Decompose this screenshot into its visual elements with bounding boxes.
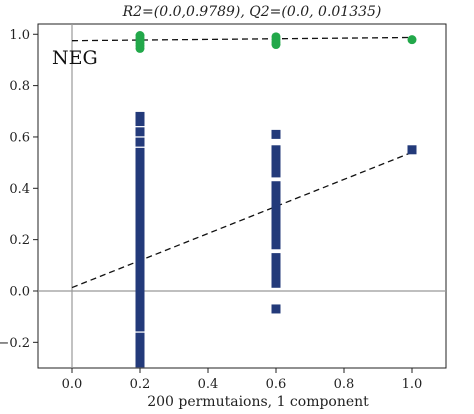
data-point-square — [271, 152, 281, 162]
data-point-square — [135, 235, 145, 245]
data-point-square — [135, 312, 145, 322]
data-point-square — [135, 224, 145, 234]
data-point-square — [271, 181, 281, 191]
data-point-square — [271, 253, 281, 263]
y-tick-label: −0.2 — [0, 336, 30, 351]
data-point-square — [135, 188, 145, 198]
data-point-square — [135, 307, 145, 317]
data-point-square — [135, 173, 145, 183]
data-point-square — [135, 322, 145, 332]
data-point-square — [135, 127, 145, 137]
data-point-square — [135, 317, 145, 327]
data-point-square — [135, 291, 145, 301]
x-tick-label: 0.2 — [130, 377, 151, 392]
data-point-square — [135, 178, 145, 188]
data-point-square — [271, 240, 281, 250]
plot-frame — [37, 23, 447, 369]
x-axis-label: 200 permutaions, 1 component — [147, 394, 369, 410]
x-tick-label: 0.8 — [334, 377, 355, 392]
y-tick-label: 0.8 — [9, 79, 30, 94]
data-point-square — [135, 245, 145, 255]
data-point-square — [135, 137, 145, 147]
x-tick-label: 0.4 — [198, 377, 219, 392]
data-point-square — [135, 286, 145, 296]
data-point-square — [271, 212, 281, 222]
data-point-square — [271, 201, 281, 211]
x-tick-label: 0.6 — [266, 377, 287, 392]
y-tick-label: 0.2 — [9, 233, 30, 248]
data-point-square — [135, 296, 145, 306]
data-point-square — [135, 276, 145, 286]
data-point-square — [135, 183, 145, 193]
data-point-square — [135, 199, 145, 209]
data-point-square — [271, 217, 281, 227]
data-point-square — [135, 271, 145, 281]
data-point-square — [407, 145, 417, 155]
data-point-square — [271, 258, 281, 268]
y-tick-label: 0.0 — [9, 284, 30, 299]
data-point-square — [271, 206, 281, 216]
data-point-square — [271, 129, 281, 139]
data-point-circle — [135, 43, 145, 53]
x-tick-label: 1.0 — [402, 377, 423, 392]
data-point-square — [135, 260, 145, 270]
regression-line — [71, 151, 413, 289]
y-tick-label: 0.6 — [9, 130, 30, 145]
data-point-square — [135, 158, 145, 168]
data-point-square — [271, 145, 281, 155]
data-point-square — [135, 152, 145, 162]
data-point-square — [271, 273, 281, 283]
data-point-square — [135, 250, 145, 260]
data-point-circle — [407, 35, 417, 45]
data-point-square — [271, 265, 281, 275]
data-point-square — [271, 304, 281, 314]
y-tick-label: 0.4 — [9, 182, 30, 197]
neg-annotation: NEG — [52, 47, 98, 69]
data-point-square — [135, 163, 145, 173]
data-point-square — [271, 196, 281, 206]
data-point-square — [135, 353, 145, 363]
data-point-square — [271, 191, 281, 201]
data-point-square — [271, 222, 281, 232]
data-point-square — [271, 235, 281, 245]
chart-title: R2=(0.0,0.9789), Q2=(0.0, 0.01335) — [122, 4, 382, 20]
data-point-square — [271, 160, 281, 170]
data-point-square — [135, 255, 145, 265]
data-point-square — [135, 265, 145, 275]
data-point-square — [135, 209, 145, 219]
data-point-square — [135, 342, 145, 352]
data-point-square — [135, 358, 145, 368]
data-point-circle — [271, 40, 281, 50]
data-point-square — [135, 194, 145, 204]
data-point-square — [135, 230, 145, 240]
data-point-square — [135, 204, 145, 214]
data-point-square — [135, 337, 145, 347]
data-point-square — [271, 186, 281, 196]
data-point-square — [135, 348, 145, 358]
y-tick-label: 1.0 — [9, 28, 30, 43]
plot-area: 0.0 0.2 0.4 0.6 0.8 1.0 −0.2 0.0 0.2 0.4 0.6 0.8 1.0… — [0, 23, 447, 392]
data-point-square — [135, 111, 145, 121]
data-point-square — [135, 240, 145, 250]
x-tick-label: 0.0 — [62, 377, 83, 392]
data-point-square — [271, 230, 281, 240]
regression-line — [71, 36, 413, 42]
data-point-square — [135, 281, 145, 291]
data-point-square — [271, 168, 281, 178]
data-point-square — [135, 147, 145, 157]
data-point-square — [135, 219, 145, 229]
data-point-square — [135, 214, 145, 224]
data-point-square — [135, 332, 145, 342]
data-point-square — [135, 168, 145, 178]
data-point-square — [135, 301, 145, 311]
data-point-square — [135, 117, 145, 127]
data-point-square — [271, 278, 281, 288]
